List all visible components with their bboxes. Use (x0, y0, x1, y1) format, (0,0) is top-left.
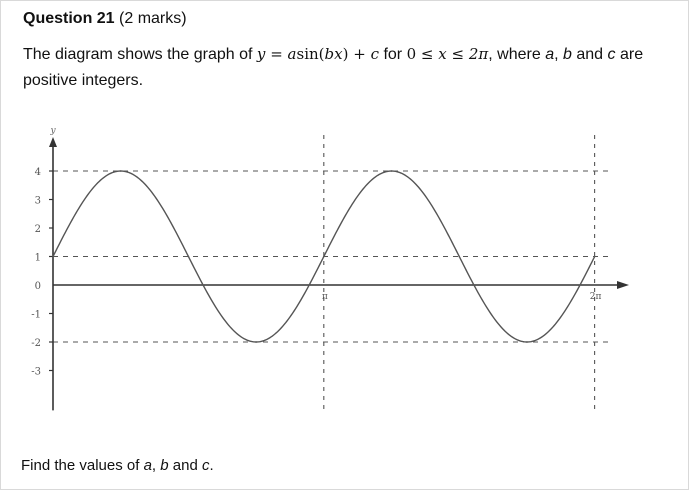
curve-point (119, 170, 122, 172)
y-axis-arrow (49, 137, 57, 147)
y-tick-label: 1 (35, 253, 41, 264)
y-axis-label: y (49, 126, 56, 136)
find-instruction: Find the values of a, b and c. (21, 457, 214, 474)
stem-for: for (383, 46, 403, 63)
curve-point (526, 341, 528, 343)
curve-point (390, 170, 393, 172)
y-tick-label: -3 (31, 367, 41, 378)
curve-point (323, 255, 325, 258)
curve-point (52, 255, 54, 258)
curve-point (593, 255, 596, 258)
x-axis-arrow (617, 281, 629, 289)
stem-where: , where (488, 46, 541, 63)
domain: 0 ≤ x ≤ 2π (406, 45, 489, 63)
curve-point (187, 255, 190, 258)
stem-tail: are positive integers. (23, 46, 644, 89)
stem-intro: The diagram shows the graph of (23, 46, 253, 63)
sine-graph: y 4 3 2 1 0 -1 -2 -3 π 2π (31, 126, 629, 414)
y-tick-label: -1 (31, 310, 41, 321)
x-tick-label: 2π (590, 292, 602, 302)
question-number: Question 21 (23, 10, 115, 27)
y-tick-label: -2 (31, 338, 41, 349)
y-tick-label: 3 (35, 196, 41, 207)
curve-point (458, 255, 460, 258)
y-tick-label: 2 (35, 224, 41, 235)
question-marks: (2 marks) (119, 10, 187, 27)
question-heading: Question 21 (2 marks) (23, 10, 187, 28)
question-stem: The diagram shows the graph of y = asin(… (23, 45, 644, 89)
x-tick-label: π (322, 292, 328, 302)
y-tick-label: 0 (35, 281, 41, 292)
y-tick-label: 4 (35, 167, 41, 178)
equation: y = asin(bx) + c (256, 45, 379, 63)
curve-point (255, 341, 257, 343)
